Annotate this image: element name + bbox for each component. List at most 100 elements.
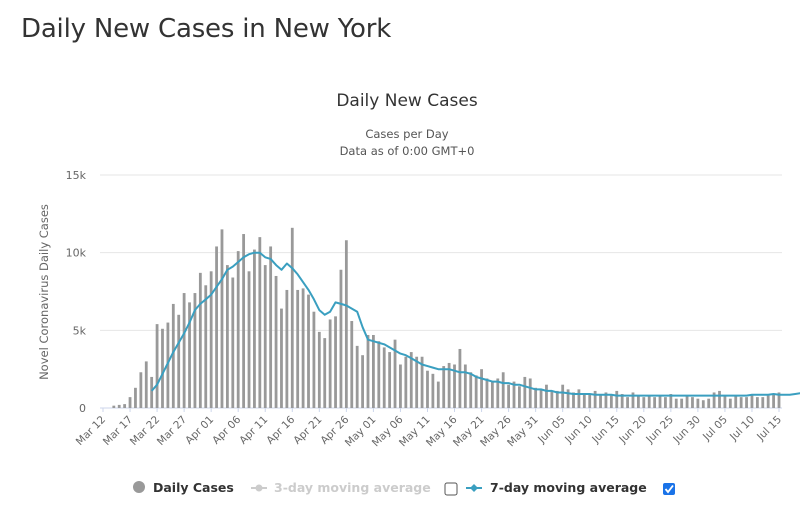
daily-cases-bar [123,404,127,408]
daily-cases-bar [225,265,229,408]
daily-cases-bar [723,395,727,408]
3day-legend-marker-icon [255,484,263,492]
daily-cases-bar [198,272,202,408]
daily-cases-bar [236,251,240,408]
daily-cases-bar [609,395,613,408]
daily-cases-bar [242,234,246,408]
daily-cases-bar [112,405,116,408]
legend-item-3day-average[interactable]: 3-day moving average [251,480,431,495]
gridlines [100,174,782,409]
daily-cases-bar [685,395,689,408]
daily-cases-bar [712,392,716,408]
daily-cases-bar [269,246,273,408]
daily-cases-bar [599,394,602,408]
chart-title: Daily New Cases [336,91,478,111]
daily-cases-bar [750,394,754,408]
daily-cases-bar [134,387,137,408]
daily-cases-bar [139,372,143,408]
x-tick-label: Jun 15 [589,414,622,447]
daily-cases-bar [334,316,337,408]
daily-cases-bar [171,303,175,408]
daily-cases-bar [409,352,413,408]
x-tick-label: Jun 10 [562,414,595,447]
daily-cases-bar [642,397,646,408]
daily-cases-bar [209,271,213,408]
daily-cases-bar [664,397,667,408]
daily-cases-bar [328,319,332,408]
daily-cases-bar [691,397,694,408]
daily-cases-bar [323,338,327,408]
x-tick-label: Apr 21 [291,414,324,447]
x-tick-label: Jun 25 [643,414,676,447]
legend-item-daily-cases[interactable]: Daily Cases [133,480,234,495]
daily-cases-bar [631,392,635,408]
daily-cases-bar [177,314,181,408]
x-tick-label: Jun 20 [616,414,649,447]
checkmark-icon [664,484,674,494]
x-tick-label: Apr 11 [237,414,270,447]
daily-cases-bar [144,361,148,408]
daily-cases-bar [512,381,516,408]
y-tick-label: 5k [73,324,87,337]
daily-cases-bar [188,302,191,408]
x-tick-label: Jul 10 [727,414,757,444]
chart-subtitle-line-2: Data as of 0:00 GMT+0 [340,144,475,158]
daily-cases-bar [480,369,483,408]
daily-cases-bar [431,373,435,408]
daily-cases-bar [604,392,608,408]
daily-cases-bar [166,322,170,408]
daily-cases-bar [701,400,705,408]
daily-cases-bar [453,364,456,408]
daily-cases-bar [361,355,364,408]
daily-cases-bar [728,398,732,408]
daily-cases-bar [528,378,532,408]
3day-average-checkbox[interactable] [444,482,458,496]
daily-cases-bar [317,331,321,408]
daily-cases-bar [344,240,348,408]
x-tick-label: Apr 01 [183,414,216,447]
daily-cases-bar [220,229,224,408]
daily-cases-bar [669,394,673,408]
daily-cases-bar [420,356,424,408]
daily-cases-bar [442,366,446,408]
x-tick-label: Mar 27 [155,414,189,448]
daily-cases-bar [263,265,267,408]
daily-cases-bar [593,390,597,408]
daily-cases-bar [155,324,159,408]
daily-cases-bar [745,397,748,408]
daily-cases-bar [117,404,121,408]
daily-cases-bar [577,389,581,408]
daily-cases-bar [366,334,370,408]
daily-cases-bar [290,227,294,408]
daily-cases-bar [382,347,386,408]
daily-cases-bar [566,389,570,408]
daily-cases-bar [707,398,711,408]
daily-cases-bar [507,384,510,408]
x-tick-label: Jul 15 [754,414,784,444]
daily-cases-bar [182,293,186,408]
daily-cases-bar [523,376,527,408]
daily-cases-bar [426,370,429,408]
daily-cases-bar [436,381,440,408]
daily-cases-bar [458,348,462,408]
daily-cases-bar [739,397,743,408]
daily-cases-bar [280,308,283,408]
daily-cases-bar [404,356,408,408]
daily-cases-bar [636,395,640,408]
y-tick-label: 0 [79,402,86,415]
legend-item-7day-average[interactable]: 7-day moving average [466,480,647,495]
daily-cases-bar [399,364,402,408]
daily-cases-bar [355,345,359,408]
daily-cases-bar [474,375,478,408]
daily-cases-bar [231,277,235,408]
7day-average-checkbox[interactable] [663,483,675,495]
daily-cases-bar [258,237,262,408]
daily-cases-bar [615,390,619,408]
daily-cases-bar [772,394,775,408]
daily-cases-bar [377,341,381,408]
daily-cases-bar [247,271,251,408]
daily-cases-bar [307,294,310,408]
daily-cases-bar [285,289,289,408]
